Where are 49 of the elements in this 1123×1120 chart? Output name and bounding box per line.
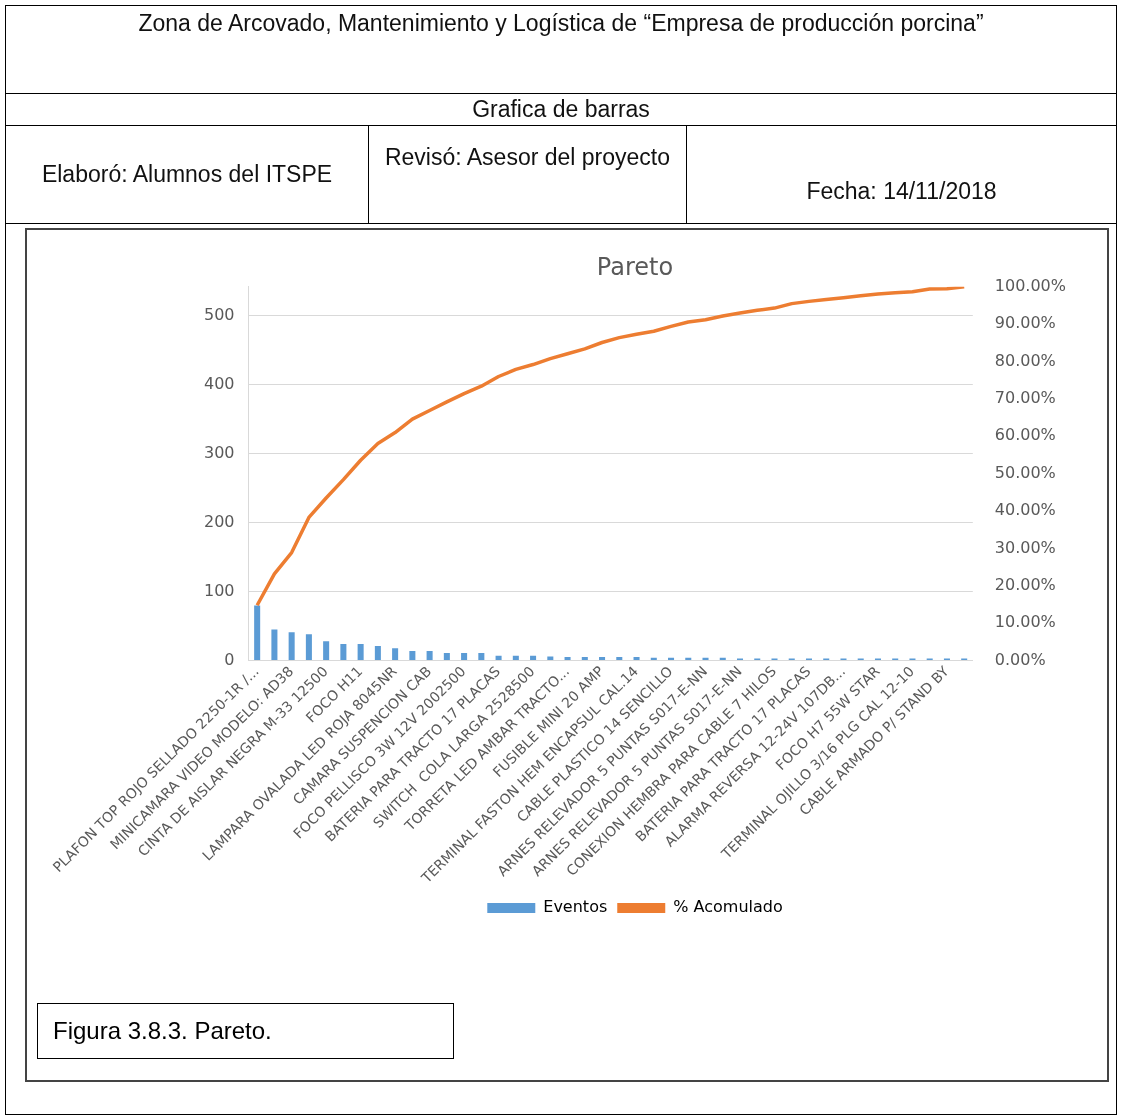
text: Elaboró: Alumnos del ITSPE (5, 125, 369, 224)
y-tick-label: 100 (203, 580, 235, 600)
y-tick-label: 0 (224, 649, 235, 669)
bar (512, 655, 519, 661)
y2-tick-label: 60.00% (994, 425, 1056, 445)
bar (426, 650, 433, 661)
bar (495, 655, 502, 661)
bar (547, 656, 554, 661)
text: Figura 3.8.3. Pareto. (37, 1003, 454, 1059)
text: Revisó: Asesor del proyecto (368, 125, 687, 224)
y2-tick-label: 10.00% (994, 612, 1056, 632)
y2-tick-label: 100.00% (994, 275, 1066, 295)
bar (409, 650, 416, 661)
y-tick-label: 500 (203, 304, 235, 324)
text: Grafica de barras (5, 93, 1117, 126)
y2-tick-label: 20.00% (994, 574, 1056, 594)
bar (340, 644, 347, 661)
legend-label: Eventos (543, 897, 608, 917)
chart-title: Pareto (596, 252, 674, 281)
y2-tick-label: 70.00% (994, 388, 1056, 408)
y2-tick-label: 40.00% (994, 500, 1056, 520)
bar (392, 648, 399, 661)
bar (530, 655, 537, 661)
bar (443, 652, 450, 661)
legend-label: % Acomulado (673, 897, 783, 917)
bar (633, 657, 640, 661)
y2-tick-label: 30.00% (994, 537, 1056, 557)
bar (478, 652, 485, 661)
y2-tick-label: 0.00% (994, 649, 1046, 669)
bar (374, 646, 381, 661)
bar (323, 641, 330, 661)
y-tick-label: 400 (203, 373, 235, 393)
y-tick-label: 200 (203, 511, 235, 531)
y2-tick-label: 50.00% (994, 462, 1056, 482)
text: Zona de Arcovado, Mantenimiento y Logística de “Empresa de producción porcina” (137, 10, 985, 37)
bar (271, 629, 278, 661)
bar (599, 657, 606, 661)
y-tick-label: 300 (203, 442, 235, 462)
bar (357, 644, 364, 661)
bar (616, 657, 623, 661)
bar (461, 652, 468, 661)
y2-tick-label: 90.00% (994, 313, 1056, 333)
bar (564, 657, 571, 661)
bar (288, 632, 295, 661)
text: Fecha: 14/11/2018 (686, 125, 1117, 224)
y2-tick-label: 80.00% (994, 350, 1056, 370)
bar (581, 657, 588, 661)
bar (254, 605, 261, 661)
bar (305, 634, 312, 661)
